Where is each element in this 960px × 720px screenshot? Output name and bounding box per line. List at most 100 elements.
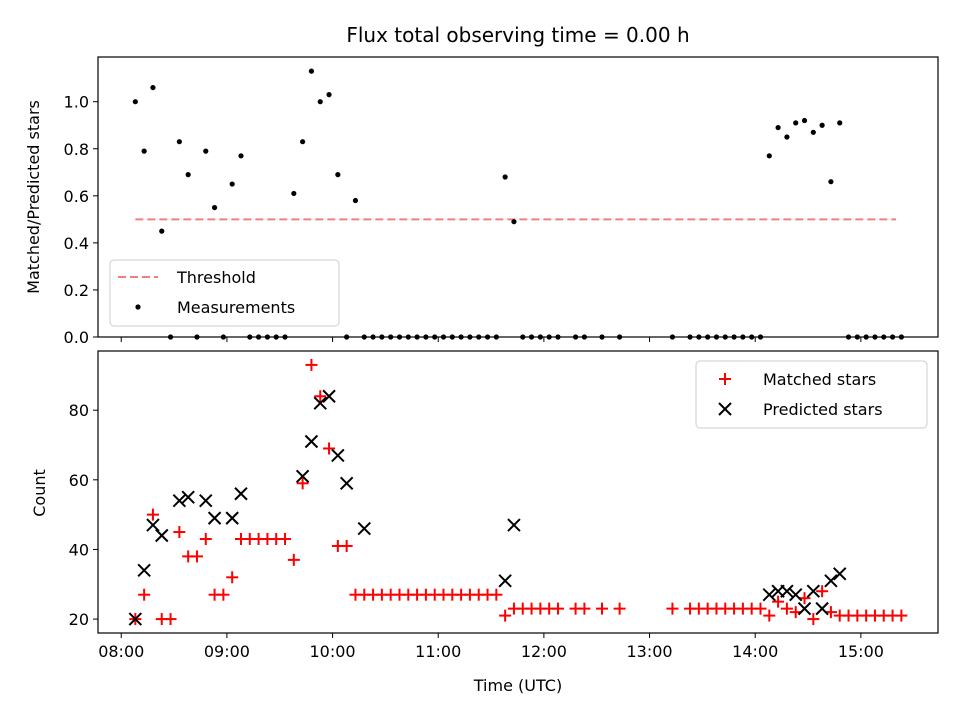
predicted-stars-point [833, 567, 847, 581]
predicted-stars-point [824, 574, 838, 588]
matched-stars-point [305, 358, 318, 371]
predicted-stars-point [806, 584, 821, 598]
top-plot-frame [97, 56, 939, 338]
matched-stars-point [807, 613, 820, 626]
predicted-stars-point [313, 396, 327, 410]
measurement-point [352, 197, 359, 204]
matched-stars-legend-label: Matched stars [763, 370, 876, 389]
bottom-legend: Matched stars Predicted stars [695, 360, 928, 429]
matched-stars-point [754, 602, 767, 615]
matched-stars-point [296, 477, 309, 490]
y-tick-label: 0.4 [64, 234, 89, 253]
measurement-point [502, 174, 508, 180]
matched-stars-point [287, 553, 300, 566]
measurement-point [317, 99, 323, 105]
measurement-point [828, 179, 834, 185]
predicted-stars-point [357, 521, 371, 536]
predicted-stars-point [780, 584, 794, 598]
measurement-point [141, 148, 147, 154]
predicted-stars-point [789, 587, 803, 602]
predicted-stars-point [225, 511, 239, 525]
y-tick-label: 60 [69, 471, 89, 490]
matched-stars-point [164, 613, 177, 626]
measurements-legend-label: Measurements [177, 298, 295, 317]
predicted-stars-legend-label: Predicted stars [763, 400, 883, 419]
bottom-y-axis-label: Count [30, 469, 49, 517]
predicted-stars-point [507, 518, 521, 532]
predicted-stars-point [331, 448, 345, 463]
measurement-point [793, 120, 799, 126]
predicted-stars-point [815, 601, 829, 616]
matched-stars-point [199, 533, 212, 545]
x-tick-label: 15:00 [838, 642, 884, 661]
matched-stars-point [613, 602, 626, 615]
measurement-point [300, 139, 306, 145]
matched-stars-point [226, 571, 239, 584]
matched-stars-point [490, 588, 503, 601]
matched-stars-point [772, 595, 785, 608]
measurement-point [775, 124, 781, 131]
predicted-stars-legend-marker [718, 402, 732, 416]
measurement-point [801, 117, 808, 124]
bottom-plot-area [128, 358, 908, 626]
top-legend-box [109, 259, 340, 327]
measurement-point [511, 219, 517, 225]
predicted-stars-point [797, 601, 812, 616]
matched-stars-point [217, 588, 230, 601]
matched-stars-legend-marker [719, 373, 731, 385]
y-tick-label: 0.8 [64, 140, 89, 159]
x-tick-label: 14:00 [732, 642, 778, 661]
threshold-legend-label: Threshold [176, 268, 256, 287]
predicted-stars-point [172, 493, 187, 508]
bottom-legend-box [695, 360, 928, 429]
y-tick-label: 40 [69, 540, 89, 559]
predicted-stars-point [339, 476, 354, 491]
x-tick-label: 11:00 [415, 642, 461, 661]
predicted-stars-point [199, 493, 213, 508]
measurement-point [766, 153, 772, 159]
y-tick-label: 0.2 [64, 281, 89, 300]
measurement-point [335, 172, 341, 178]
predicted-stars-point [762, 587, 777, 602]
x-tick-label: 12:00 [521, 642, 567, 661]
top-y-axis-label: Matched/Predicted stars [24, 100, 43, 294]
predicted-stars-point [137, 563, 151, 578]
matched-stars-point [279, 533, 292, 545]
measurement-point [132, 99, 138, 105]
predicted-stars-point [304, 434, 319, 449]
x-tick-label: 10:00 [310, 642, 356, 661]
y-tick-label: 1.0 [64, 93, 89, 112]
predicted-stars-point [207, 511, 222, 525]
measurement-point [810, 129, 816, 135]
y-tick-label: 20 [69, 610, 89, 629]
measurement-point [837, 120, 843, 126]
matched-stars-point [190, 550, 203, 563]
measurement-point [159, 228, 165, 234]
measurement-point [229, 181, 235, 187]
predicted-stars-point [128, 612, 143, 626]
matched-stars-point [816, 585, 829, 598]
bottom-x-axis-label: Time (UTC) [473, 676, 562, 695]
matched-stars-point [763, 609, 776, 622]
x-tick-label: 13:00 [626, 642, 672, 661]
matched-stars-point [323, 442, 336, 455]
measurement-point [238, 153, 244, 159]
matched-stars-point [780, 602, 793, 615]
predicted-stars-point [322, 389, 336, 403]
measurement-point [819, 122, 825, 128]
measurements-legend-marker [135, 304, 141, 310]
top-plot-area [132, 68, 904, 340]
measurement-point [176, 139, 182, 145]
matched-stars-point [146, 508, 159, 521]
matched-stars-point [578, 602, 591, 615]
y-tick-label: 80 [69, 401, 89, 420]
measurement-point [150, 84, 156, 91]
top-chart-title: Flux total observing time = 0.00 h [346, 23, 689, 47]
measurement-point [211, 204, 218, 211]
measurement-point [291, 190, 297, 197]
predicted-stars-point [181, 490, 195, 504]
y-tick-label: 0.6 [64, 187, 89, 206]
measurement-point [784, 134, 790, 140]
matched-stars-point [499, 609, 512, 622]
